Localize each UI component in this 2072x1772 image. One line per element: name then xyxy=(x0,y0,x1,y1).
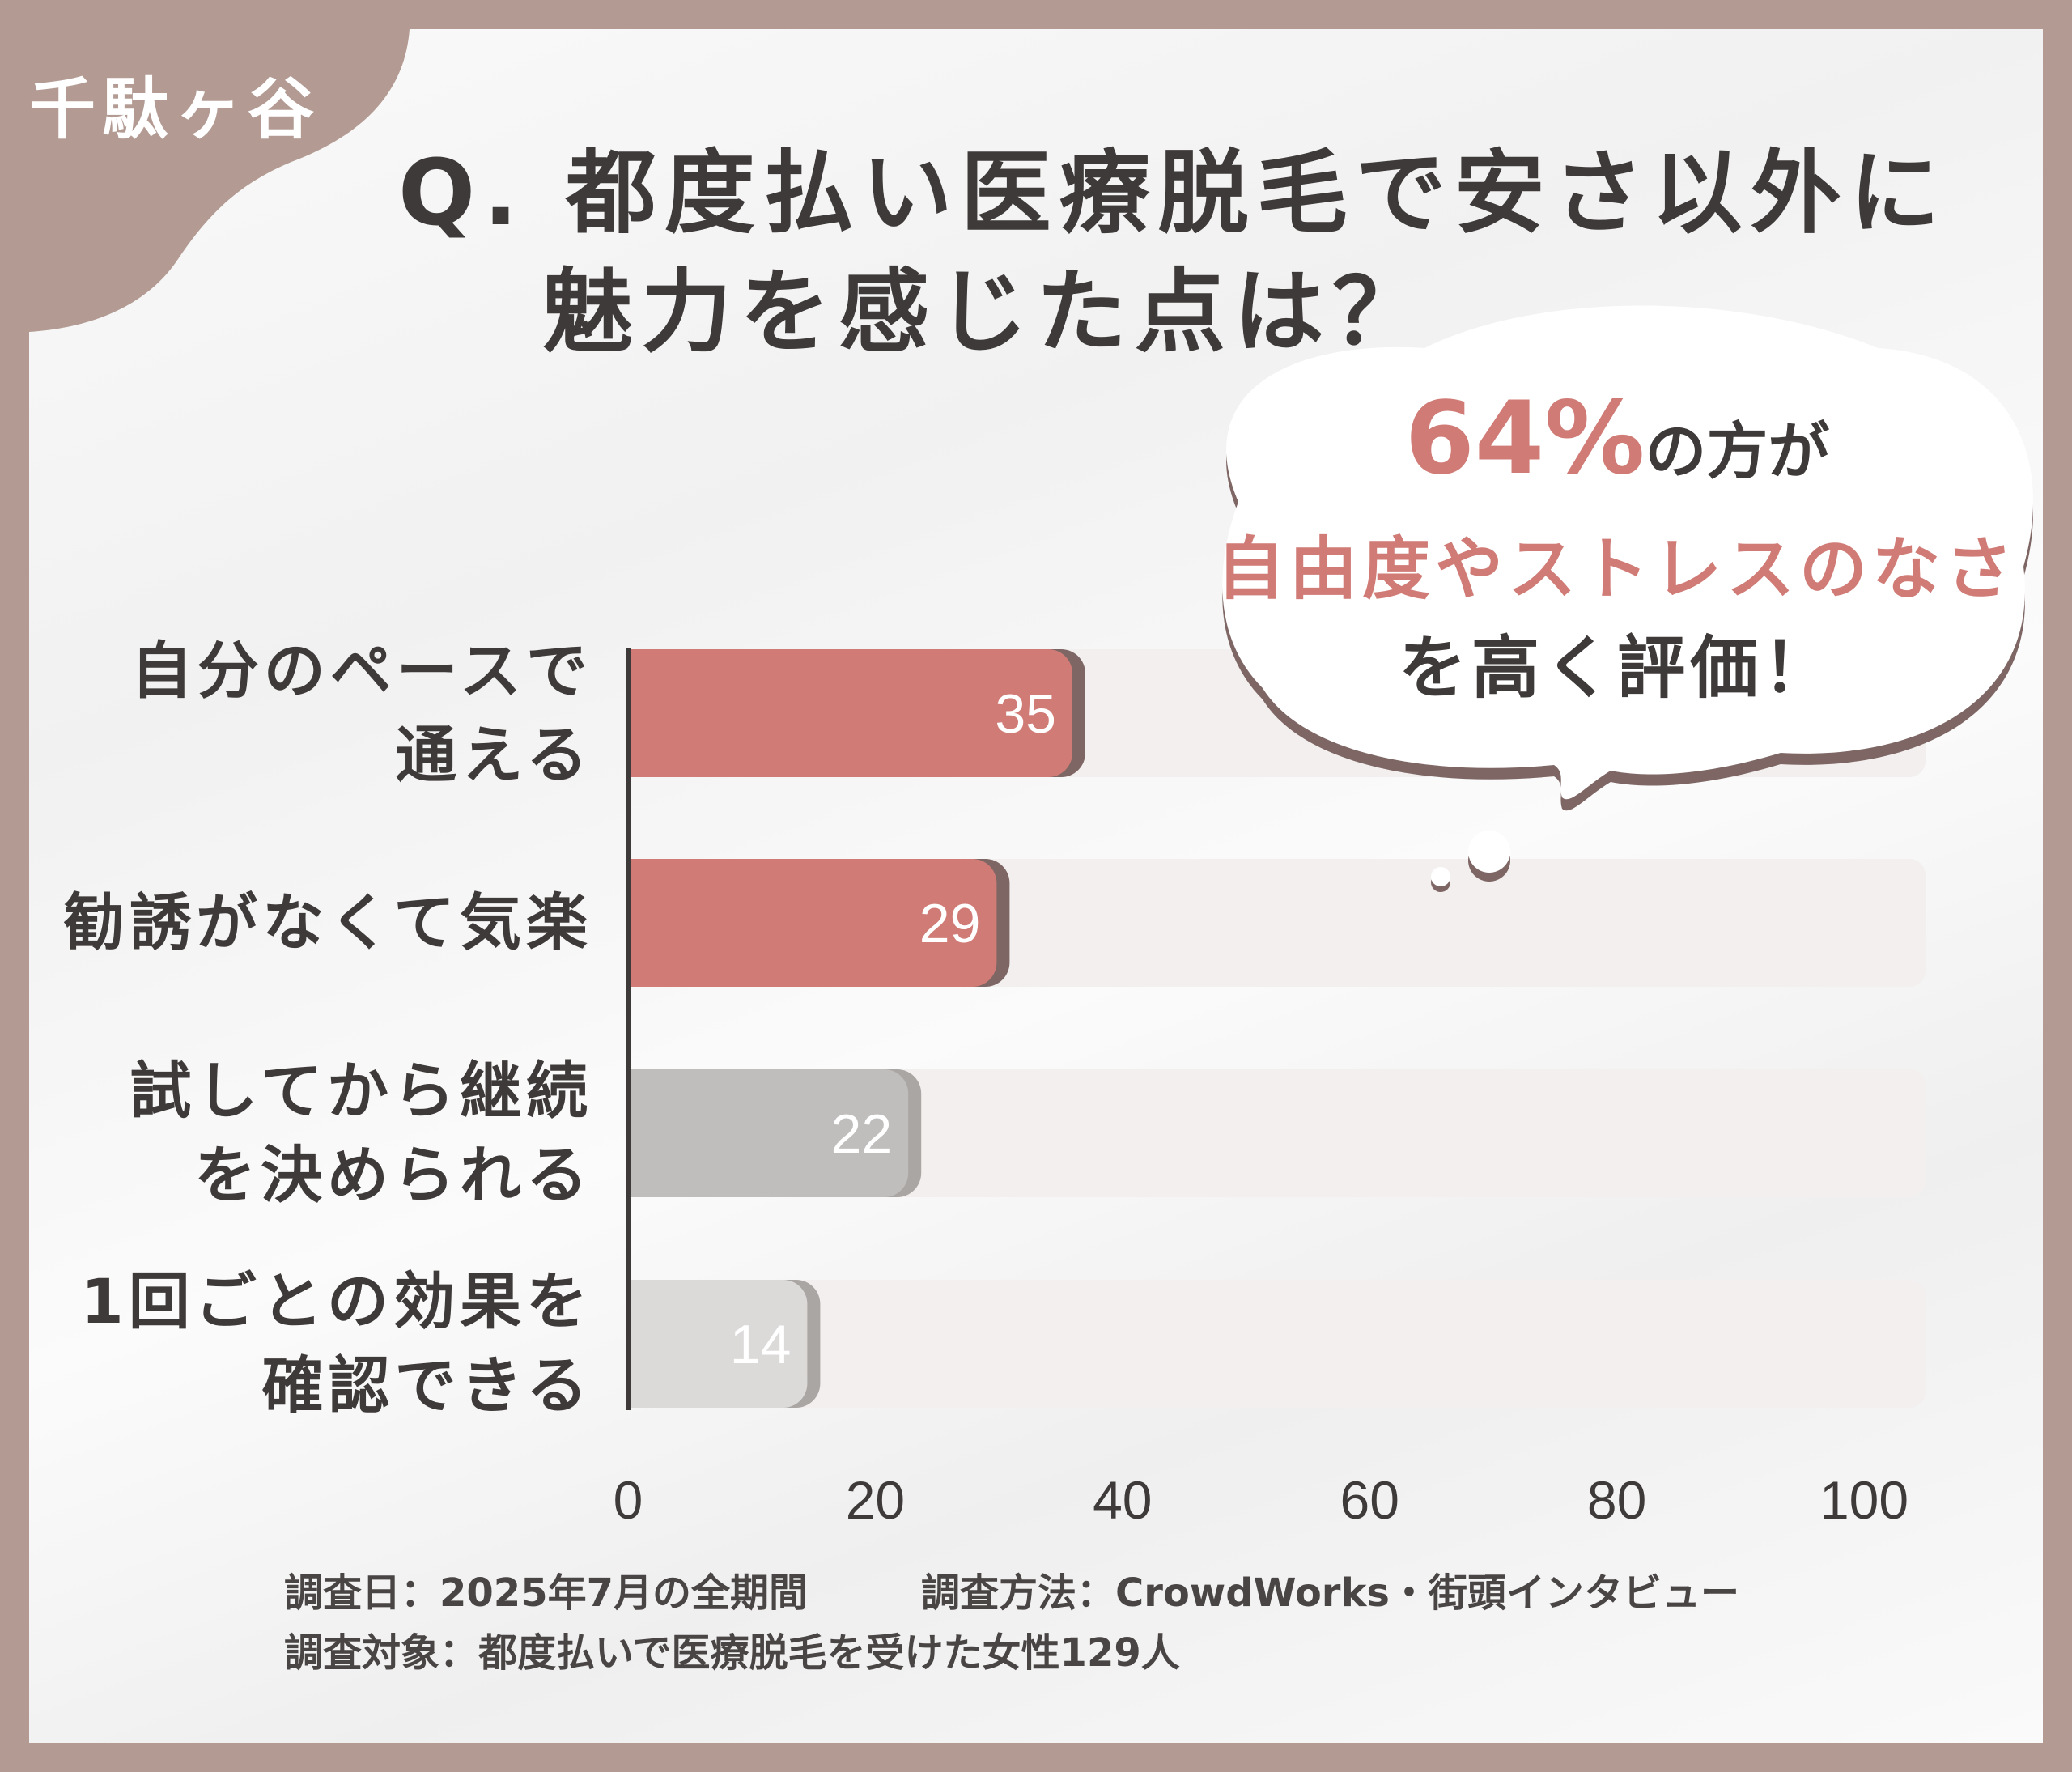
category-label-line: 自分のペースで xyxy=(130,635,592,707)
category-label: 勧誘がなくて気楽 xyxy=(63,881,592,965)
footer-method: 調査方法：CrowdWorks・街頭インタビュー xyxy=(921,1570,1739,1616)
x-tick-label: 80 xyxy=(1587,1470,1646,1530)
category-label-line: 試してから継続 xyxy=(130,1055,592,1127)
category-label: 1回ごとの効果を確認できる xyxy=(81,1260,592,1428)
bar-value-label: 14 xyxy=(730,1314,792,1375)
bar-value-label: 35 xyxy=(995,683,1056,745)
category-label-line: 通える xyxy=(395,719,592,791)
brand-logo: 千駄ヶ谷 xyxy=(29,71,321,148)
x-tick-label: 100 xyxy=(1819,1470,1909,1530)
corner-blob xyxy=(29,29,410,332)
callout-highlight: 64% xyxy=(1404,380,1645,497)
bar-body xyxy=(631,649,1040,777)
y-axis-line xyxy=(626,648,631,1410)
title-line-1: Q. 都度払い医療脱毛で安さ以外に xyxy=(398,141,1948,246)
category-label-line: 1回ごとの効果を xyxy=(80,1265,592,1337)
bar-body xyxy=(631,859,965,987)
bar-value-label: 29 xyxy=(919,893,981,954)
footer-date: 調査日：2025年7月の全期間 xyxy=(284,1570,808,1616)
footer-target: 調査対象：都度払いで医療脱毛を受けた女性129人 xyxy=(284,1630,1180,1676)
category-label-line: 確認できる xyxy=(261,1349,592,1421)
category-label-line: を決められる xyxy=(194,1139,592,1211)
x-tick-label: 40 xyxy=(1093,1470,1152,1530)
category-label: 試してから継続を決められる xyxy=(130,1049,592,1217)
callout-line-3: を高く評価！ xyxy=(1398,628,1836,708)
bar-value-label: 22 xyxy=(831,1103,893,1165)
x-tick-label: 20 xyxy=(846,1470,905,1530)
category-label-line: 勧誘がなくて気楽 xyxy=(63,886,592,958)
category-label: 自分のペースで通える xyxy=(131,629,592,797)
x-tick-label: 60 xyxy=(1340,1470,1399,1530)
bar-body xyxy=(631,1069,877,1197)
bar-body xyxy=(631,1280,775,1408)
bar-track xyxy=(631,1280,1926,1408)
bar-track xyxy=(631,1069,1926,1197)
title-line-2: 魅力を感じた点は？ xyxy=(542,260,1431,365)
x-tick-label: 0 xyxy=(614,1470,643,1530)
callout-suffix: の方が xyxy=(1645,415,1830,487)
callout-line-1: 64%の方が xyxy=(1205,380,2029,497)
callout-line-2: 自由度やストレスのなさ xyxy=(1216,529,2018,609)
